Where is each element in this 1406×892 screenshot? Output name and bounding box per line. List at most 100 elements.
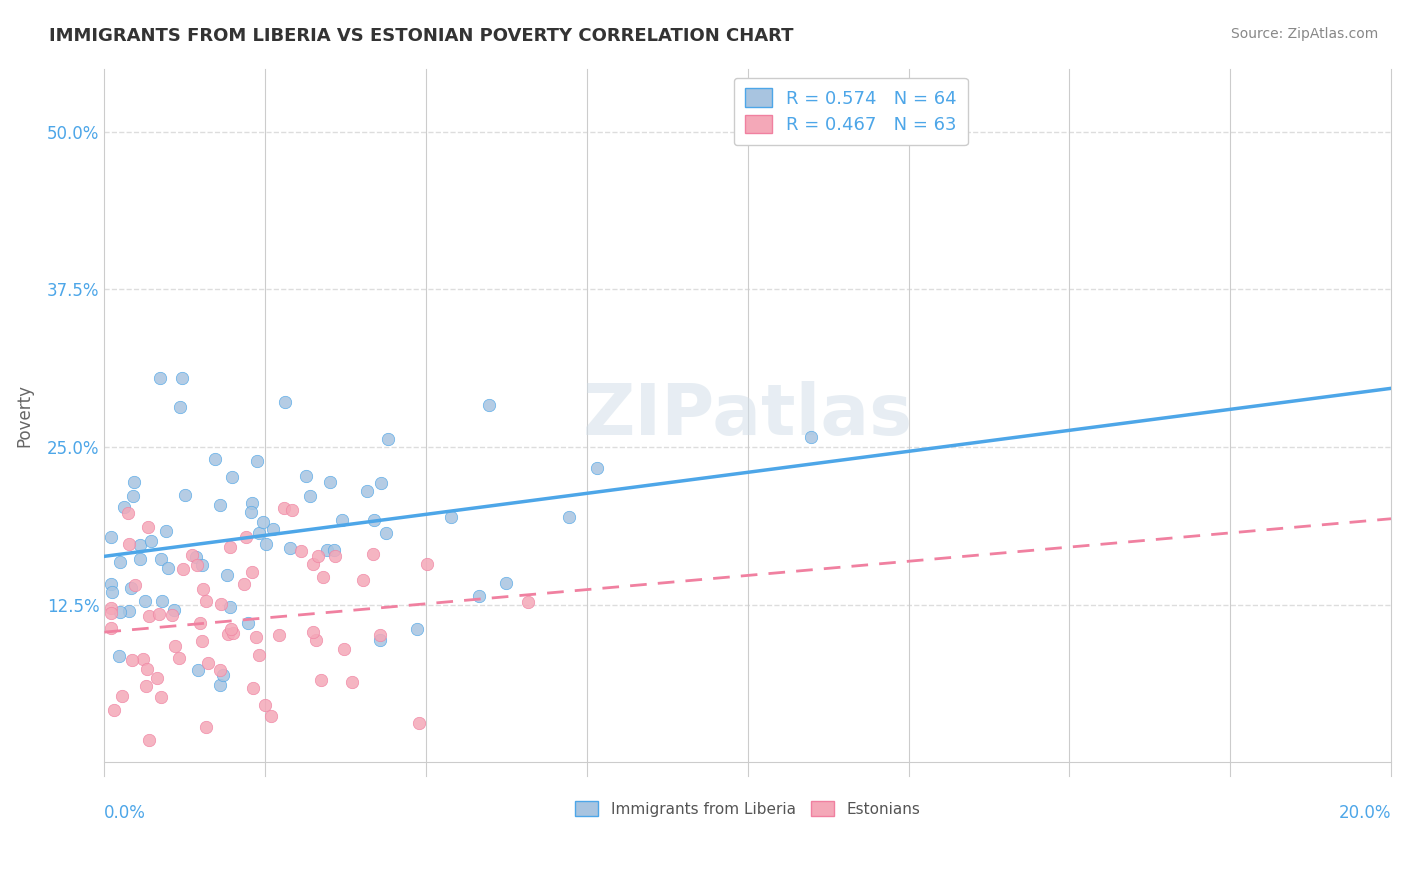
Text: IMMIGRANTS FROM LIBERIA VS ESTONIAN POVERTY CORRELATION CHART: IMMIGRANTS FROM LIBERIA VS ESTONIAN POVE…	[49, 27, 794, 45]
Point	[240, 565, 263, 579]
Point	[135, 679, 157, 693]
Point	[118, 537, 141, 551]
Point	[208, 663, 231, 677]
Point	[273, 500, 295, 515]
Point	[180, 549, 202, 563]
Point	[138, 609, 160, 624]
Point	[368, 628, 391, 642]
Point	[586, 460, 609, 475]
Point	[100, 530, 122, 544]
Point	[356, 484, 378, 499]
Point	[309, 673, 332, 688]
Point	[134, 593, 156, 607]
Point	[468, 589, 491, 603]
Point	[370, 476, 392, 491]
Point	[135, 662, 157, 676]
Point	[408, 716, 430, 731]
Point	[118, 604, 141, 618]
Point	[108, 648, 131, 663]
Point	[186, 558, 208, 573]
Point	[149, 690, 172, 704]
Point	[235, 530, 257, 544]
Point	[117, 506, 139, 520]
Point	[374, 526, 396, 541]
Point	[267, 627, 290, 641]
Point	[302, 624, 325, 639]
Point	[254, 536, 277, 550]
Point	[232, 577, 254, 591]
Point	[221, 622, 243, 636]
Point	[160, 608, 183, 623]
Point	[100, 606, 122, 620]
Point	[333, 641, 356, 656]
Point	[352, 573, 374, 587]
Point	[340, 674, 363, 689]
Point	[146, 671, 169, 685]
Text: 0.0%: 0.0%	[104, 804, 146, 822]
Text: Source: ZipAtlas.com: Source: ZipAtlas.com	[1230, 27, 1378, 41]
Point	[254, 698, 277, 712]
Point	[156, 561, 179, 575]
Point	[122, 489, 145, 503]
Point	[236, 615, 259, 630]
Point	[319, 475, 342, 489]
Point	[100, 600, 122, 615]
Point	[361, 547, 384, 561]
Point	[121, 653, 143, 667]
Point	[315, 542, 337, 557]
Point	[191, 633, 214, 648]
Point	[299, 490, 322, 504]
Point	[217, 627, 239, 641]
Point	[149, 371, 172, 385]
Point	[262, 522, 284, 536]
Point	[103, 703, 125, 717]
Point	[217, 568, 239, 582]
Point	[191, 582, 214, 596]
Point	[122, 475, 145, 489]
Point	[167, 651, 190, 665]
Point	[516, 594, 538, 608]
Text: ZIPatlas: ZIPatlas	[582, 381, 912, 450]
Point	[363, 513, 385, 527]
Point	[219, 540, 242, 554]
Point	[128, 552, 150, 566]
Point	[212, 667, 235, 681]
Point	[132, 652, 155, 666]
Point	[139, 534, 162, 549]
Text: 20.0%: 20.0%	[1339, 804, 1391, 822]
Point	[273, 395, 295, 409]
Point	[101, 585, 124, 599]
Point	[100, 621, 122, 635]
Point	[323, 549, 346, 563]
Point	[194, 720, 217, 734]
Point	[184, 550, 207, 565]
Point	[108, 605, 131, 619]
Point	[304, 632, 326, 647]
Point	[368, 632, 391, 647]
Point	[209, 597, 232, 611]
Point	[173, 488, 195, 502]
Point	[311, 570, 333, 584]
Point	[260, 708, 283, 723]
Point	[204, 452, 226, 467]
Point	[172, 562, 194, 576]
Point	[323, 543, 346, 558]
Point	[108, 555, 131, 569]
Point	[330, 513, 353, 527]
Point	[377, 432, 399, 446]
Point	[252, 515, 274, 529]
Point	[247, 648, 270, 662]
Legend: Immigrants from Liberia, Estonians: Immigrants from Liberia, Estonians	[568, 793, 928, 824]
Point	[242, 681, 264, 695]
Point	[197, 657, 219, 671]
Point	[290, 544, 312, 558]
Point	[495, 575, 517, 590]
Point	[557, 509, 579, 524]
Point	[163, 603, 186, 617]
Point	[149, 552, 172, 566]
Point	[188, 615, 211, 630]
Point	[150, 594, 173, 608]
Point	[208, 498, 231, 512]
Point	[406, 622, 429, 636]
Point	[800, 430, 823, 444]
